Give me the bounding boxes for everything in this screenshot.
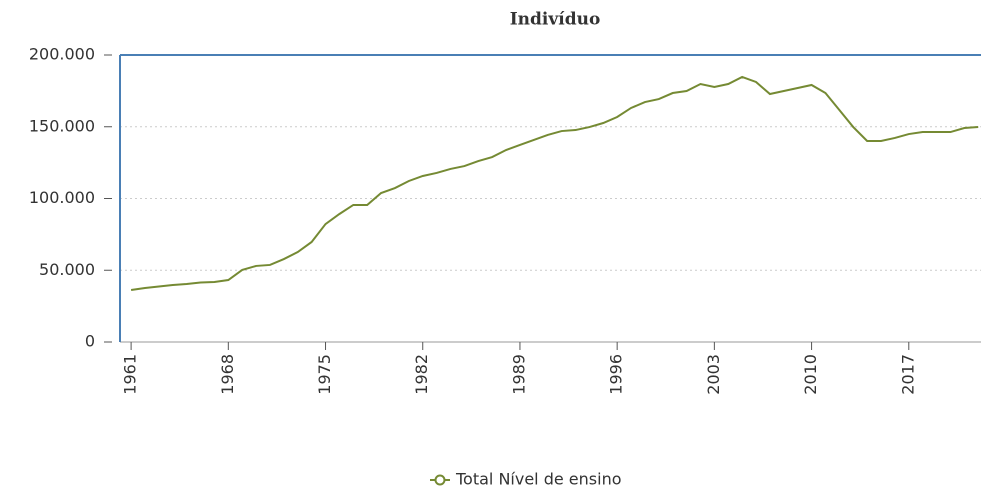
x-tick-label: 2017 (898, 354, 917, 395)
x-tick-label: 1961 (121, 354, 140, 395)
y-tick-label: 200.000 (29, 45, 95, 64)
y-tick-label: 100.000 (29, 188, 95, 207)
x-tick-label: 1975 (315, 354, 334, 395)
x-tick-label: 1996 (607, 354, 626, 395)
y-tick-label: 50.000 (39, 260, 95, 279)
y-tick-label: 150.000 (29, 116, 95, 135)
legend-label: Total Nível de ensino (455, 470, 622, 489)
x-tick-label: 2010 (801, 354, 820, 395)
legend-marker (434, 474, 446, 486)
chart-title: Indivíduo (510, 10, 601, 30)
data-line (130, 75, 979, 292)
x-tick-label: 1982 (412, 354, 431, 395)
x-tick-label: 1989 (509, 354, 528, 395)
x-tick-label: 2003 (704, 354, 723, 395)
x-tick-label: 1968 (218, 354, 237, 395)
y-tick-label: 0 (85, 332, 95, 351)
